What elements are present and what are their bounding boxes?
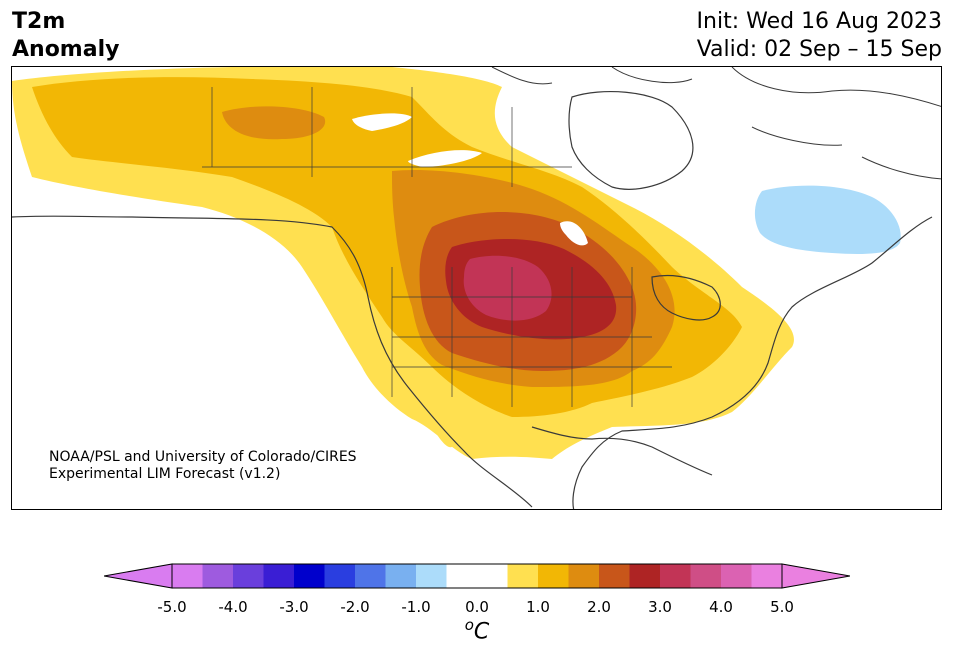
colorbar-unit: oC [465,616,490,644]
anomaly-map [12,67,941,509]
colorbar-bin-9 [446,564,508,588]
colorbar-high-extend [781,563,850,589]
colorbar-bin-0 [172,564,203,588]
colorbar-bin-12 [568,564,599,588]
init-date: Init: Wed 16 Aug 2023 [696,9,942,34]
colorbar-tick-label: 4.0 [709,598,733,616]
colorbar-bin-16 [690,564,721,588]
colorbar-tick-label: -4.0 [218,598,248,616]
anomaly-contour-3.0 [463,255,552,321]
lake-white-1 [352,113,412,131]
colorbar-bin-14 [629,564,660,588]
valid-date: Valid: 02 Sep – 15 Sep [696,37,942,62]
colorbar-tick-label: 0.0 [465,598,489,616]
colorbar-low-extend [104,563,173,589]
lake-white-2 [408,150,482,167]
anomaly-contour-cool [754,185,901,254]
colorbar-bin-1 [202,564,233,588]
colorbar-tick-label: -2.0 [340,598,370,616]
colorbar-outline [171,563,783,589]
title-line-1: T2m [12,9,66,34]
colorbar-bin-2 [233,564,264,588]
title-line-2: Anomaly [12,37,120,62]
colorbar-bin-8 [416,564,447,588]
colorbar-bin-3 [263,564,294,588]
colorbar-bin-4 [294,564,325,588]
gulf-coast [531,426,713,476]
date-block: Init: Wed 16 Aug 2023 Valid: 02 Sep – 15… [697,8,942,64]
coastline-east [572,216,933,509]
arctic-islands [491,67,941,180]
colorbar-bin-13 [599,564,630,588]
colorbar-bins [172,564,782,588]
unit-letter: C [473,619,490,645]
colorbar-bin-15 [660,564,691,588]
anomaly-contour-0.5-baja [420,397,452,448]
credit-line-1: NOAA/PSL and University of Colorado/CIRE… [49,449,357,465]
colorbar-tick-label: -3.0 [279,598,309,616]
colorbar-tick-label: 3.0 [648,598,672,616]
colorbar-bin-17 [721,564,752,588]
great-lakes [651,274,721,321]
map-panel [11,66,942,510]
lake-white-3 [560,221,588,246]
colorbar-bin-10 [507,564,538,588]
hudson-bay [568,90,694,190]
title-block: T2m Anomaly [12,8,119,64]
state-borders [202,87,672,407]
colorbar-bin-6 [355,564,386,588]
colorbar-bin-5 [324,564,355,588]
colorbar-tick-label: 2.0 [587,598,611,616]
credit-block: NOAA/PSL and University of Colorado/CIRE… [49,449,357,483]
colorbar-bin-11 [538,564,569,588]
colorbar-bin-7 [385,564,416,588]
colorbar-bin-18 [751,564,782,588]
unit-degree: o [464,616,474,634]
colorbar-tick-label: -5.0 [157,598,187,616]
colorbar [104,563,850,589]
colorbar-tick-label: 5.0 [770,598,794,616]
colorbar-tick-label: -1.0 [401,598,431,616]
credit-line-2: Experimental LIM Forecast (v1.2) [49,466,281,482]
colorbar-tick-label: 1.0 [526,598,550,616]
coastline-west [12,215,533,508]
